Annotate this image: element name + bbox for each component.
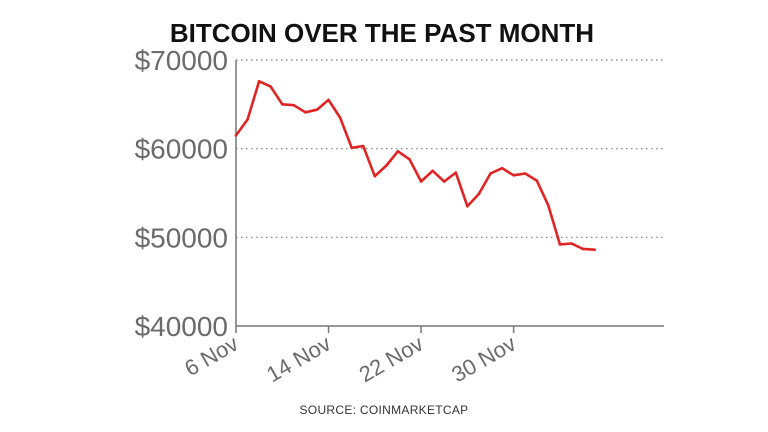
data-point	[269, 85, 273, 88]
data-point	[361, 144, 365, 148]
data-point	[385, 164, 388, 167]
y-tick-label: $40000	[135, 311, 228, 342]
series-group	[234, 79, 596, 252]
x-tick-label: 22 Nov	[355, 331, 428, 388]
data-point	[558, 243, 562, 246]
data-point	[373, 174, 377, 178]
data-point	[338, 116, 342, 119]
y-tick-label: $60000	[135, 134, 228, 165]
data-point	[523, 172, 527, 175]
data-point	[489, 172, 492, 175]
x-tick-label: 30 Nov	[447, 331, 520, 388]
data-point	[315, 108, 319, 111]
data-point	[477, 192, 481, 196]
data-point	[442, 180, 446, 183]
data-point	[593, 248, 596, 252]
data-point	[234, 134, 238, 137]
data-point	[431, 169, 434, 173]
data-point	[350, 146, 353, 150]
data-point	[500, 166, 504, 170]
data-point	[396, 150, 400, 153]
data-point	[246, 118, 249, 121]
data-point	[280, 103, 284, 106]
price-line	[234, 80, 596, 251]
data-point	[257, 79, 261, 83]
x-axis-ticks: 6 Nov 14 Nov 22 Nov 30 Nov	[180, 326, 520, 387]
data-point	[581, 247, 585, 251]
y-axis-ticks: $70000 $60000 $50000 $40000	[135, 45, 228, 342]
y-tick-label: $50000	[135, 222, 228, 253]
data-point	[304, 111, 307, 114]
data-point	[408, 158, 411, 161]
source-note: SOURCE: COINMARKETCAP	[300, 403, 469, 417]
data-point	[512, 173, 515, 177]
chart-title: BITCOIN OVER THE PAST MONTH	[170, 18, 594, 48]
x-tick-label: 14 Nov	[262, 331, 335, 388]
data-point	[466, 205, 469, 208]
data-point	[535, 179, 539, 182]
data-point	[419, 180, 423, 183]
axes	[235, 60, 664, 327]
data-point	[547, 204, 550, 207]
data-point	[292, 103, 296, 107]
y-tick-label: $70000	[135, 45, 228, 76]
data-point	[454, 171, 458, 174]
data-point	[327, 98, 330, 102]
gridlines	[236, 59, 664, 238]
data-point	[570, 242, 573, 245]
